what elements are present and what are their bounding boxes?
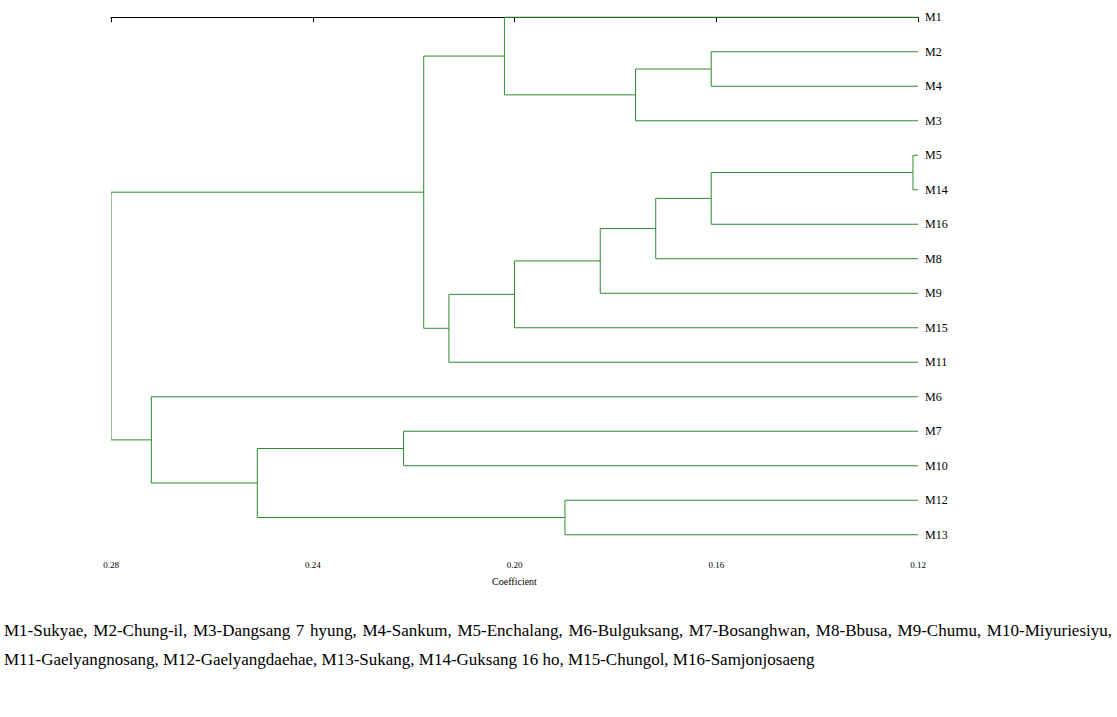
svg-text:M9: M9 <box>925 286 942 300</box>
html-text:M1-Sukyae, M2-Chung-il, M3-Dan: M1-Sukyae, M2-Chung-il, M3-Dangsang 7 hy… <box>4 621 1112 669</box>
svg-text:0.20: 0.20 <box>507 560 523 570</box>
svg-text:M15: M15 <box>925 321 948 335</box>
svg-text:M16: M16 <box>925 217 948 231</box>
svg-text:0.24: 0.24 <box>305 560 321 570</box>
svg-text:0.28: 0.28 <box>103 560 119 570</box>
svg-text:M12: M12 <box>925 493 948 507</box>
svg-text:M7: M7 <box>925 424 942 438</box>
svg-text:M10: M10 <box>925 459 948 473</box>
svg-text:0.12: 0.12 <box>910 560 926 570</box>
svg-text:M2: M2 <box>925 45 942 59</box>
svg-text:M8: M8 <box>925 252 942 266</box>
svg-text:M4: M4 <box>925 79 942 93</box>
svg-text:Coefficient: Coefficient <box>492 576 537 587</box>
svg-text:M1: M1 <box>925 10 942 24</box>
svg-text:M14: M14 <box>925 183 948 197</box>
svg-text:M6: M6 <box>925 390 942 404</box>
svg-text:M11: M11 <box>925 355 947 369</box>
svg-text:M5: M5 <box>925 148 942 162</box>
svg-text:M13: M13 <box>925 528 948 542</box>
svg-text:0.16: 0.16 <box>708 560 724 570</box>
svg-text:M3: M3 <box>925 114 942 128</box>
